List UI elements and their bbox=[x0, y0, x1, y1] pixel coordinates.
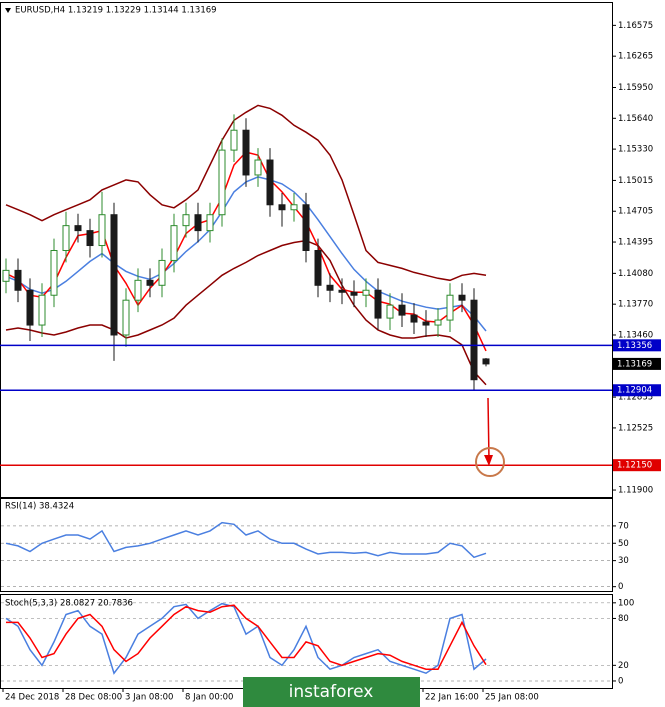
candle-body bbox=[110, 214, 118, 336]
candle-body bbox=[74, 225, 82, 232]
indicator-line bbox=[6, 604, 487, 670]
y-tick-label: 70 bbox=[618, 521, 629, 531]
y-tick-label: 1.13460 bbox=[618, 330, 653, 340]
candle-body bbox=[470, 299, 478, 381]
candle-body bbox=[2, 269, 10, 282]
y-tick-label: 1.14395 bbox=[618, 238, 653, 248]
candle-body bbox=[146, 279, 154, 286]
candle-body bbox=[38, 294, 46, 326]
candle-body bbox=[338, 289, 346, 293]
indicator-line bbox=[5, 521, 487, 559]
candle-body bbox=[62, 225, 70, 251]
y-tick-label: 1.15950 bbox=[618, 83, 653, 93]
candle-body bbox=[194, 214, 202, 232]
level-label: 1.12904 bbox=[617, 386, 652, 396]
x-tick-label: 25 Jan 08:00 bbox=[485, 693, 539, 703]
candle-body bbox=[422, 321, 430, 326]
candle-body bbox=[482, 358, 490, 365]
level-label-box bbox=[613, 459, 661, 472]
y-tick-label: 1.12835 bbox=[618, 393, 653, 403]
candle-body bbox=[314, 249, 322, 286]
arrow-shaft bbox=[487, 397, 490, 461]
level-label-box bbox=[613, 339, 661, 352]
candle-body bbox=[134, 279, 142, 301]
rsi-title: RSI(14) 38.4324 bbox=[5, 502, 74, 512]
y-tick-label: 80 bbox=[618, 614, 629, 624]
x-tick-label: 28 Dec 08:00 bbox=[65, 693, 122, 703]
candle-body bbox=[98, 214, 106, 247]
overlay-line bbox=[5, 239, 487, 386]
y-tick-label: 30 bbox=[618, 556, 629, 566]
y-tick-label: 100 bbox=[618, 598, 634, 608]
candle-body bbox=[218, 149, 226, 216]
chart-title: EURUSD,H4 1.13219 1.13229 1.13144 1.1316… bbox=[15, 6, 217, 16]
level-label: 1.12150 bbox=[617, 461, 652, 471]
candle-body bbox=[86, 230, 94, 247]
y-tick-label: 1.15640 bbox=[618, 114, 653, 124]
candle-body bbox=[266, 159, 274, 206]
x-tick-label: 24 Dec 2018 bbox=[5, 693, 59, 703]
candle-body bbox=[302, 204, 310, 251]
candle-body bbox=[398, 304, 406, 316]
level-label: 1.13356 bbox=[617, 341, 652, 351]
target-circle bbox=[475, 447, 505, 477]
candle-body bbox=[182, 214, 190, 227]
y-tick-label: 1.16575 bbox=[618, 21, 653, 31]
candle-body bbox=[434, 319, 442, 326]
y-tick-label: 1.15330 bbox=[618, 145, 653, 155]
watermark: instaforex bbox=[289, 682, 374, 702]
candle-body bbox=[206, 214, 214, 232]
candle-body bbox=[254, 159, 262, 176]
y-tick-label: 0 bbox=[618, 582, 623, 592]
last-price-label: 1.13169 bbox=[617, 359, 652, 369]
x-tick-label: 22 Jan 16:00 bbox=[425, 693, 479, 703]
candle-body bbox=[50, 249, 58, 296]
indicator-line bbox=[5, 602, 487, 675]
candle-body bbox=[170, 225, 178, 261]
menu-triangle bbox=[5, 8, 11, 13]
x-tick-label: 8 Jan 00:00 bbox=[185, 693, 233, 703]
last-price-label-box bbox=[613, 357, 661, 370]
candle-body bbox=[410, 314, 418, 323]
candle-body bbox=[350, 291, 358, 296]
candle-body bbox=[158, 259, 166, 286]
y-tick-label: 1.14705 bbox=[618, 207, 653, 217]
candle-body bbox=[278, 204, 286, 211]
y-tick-label: 1.14080 bbox=[618, 269, 653, 279]
candle-body bbox=[26, 289, 34, 326]
stoch-title: Stoch(5,3,3) 28.0827 20.7836 bbox=[5, 599, 133, 609]
candle-body bbox=[122, 299, 130, 336]
y-tick-label: 1.12525 bbox=[618, 423, 653, 433]
candle-body bbox=[290, 204, 298, 211]
arrow-head bbox=[484, 455, 493, 466]
y-tick-label: 1.15015 bbox=[618, 176, 653, 186]
candle-body bbox=[446, 294, 454, 321]
candle-body bbox=[242, 129, 250, 176]
rsi-panel-frame bbox=[0, 498, 613, 592]
candle-body bbox=[458, 294, 466, 301]
level-label-box bbox=[613, 384, 661, 397]
candle-body bbox=[326, 284, 334, 291]
y-tick-label: 0 bbox=[618, 676, 623, 686]
candle-body bbox=[14, 269, 22, 291]
y-tick-label: 1.13770 bbox=[618, 300, 653, 310]
y-tick-label: 20 bbox=[618, 661, 629, 671]
watermark-box bbox=[243, 677, 420, 707]
candle-body bbox=[386, 304, 394, 319]
y-tick-label: 50 bbox=[618, 539, 629, 549]
candle-body bbox=[374, 289, 382, 319]
candle-body bbox=[230, 129, 238, 151]
overlay-line bbox=[5, 104, 487, 282]
y-tick-label: 1.11900 bbox=[618, 486, 653, 496]
candle-body bbox=[362, 289, 370, 296]
y-tick-label: 1.16265 bbox=[618, 52, 653, 62]
price-panel-frame bbox=[0, 2, 613, 498]
x-tick-label: 3 Jan 08:00 bbox=[125, 693, 173, 703]
